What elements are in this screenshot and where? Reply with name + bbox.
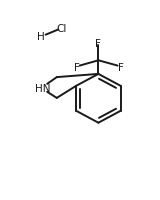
Text: F: F — [74, 62, 80, 72]
Text: H: H — [37, 32, 45, 42]
Text: Cl: Cl — [56, 24, 67, 34]
Text: F: F — [96, 39, 101, 48]
Text: HN: HN — [35, 83, 50, 93]
Text: F: F — [118, 62, 124, 72]
